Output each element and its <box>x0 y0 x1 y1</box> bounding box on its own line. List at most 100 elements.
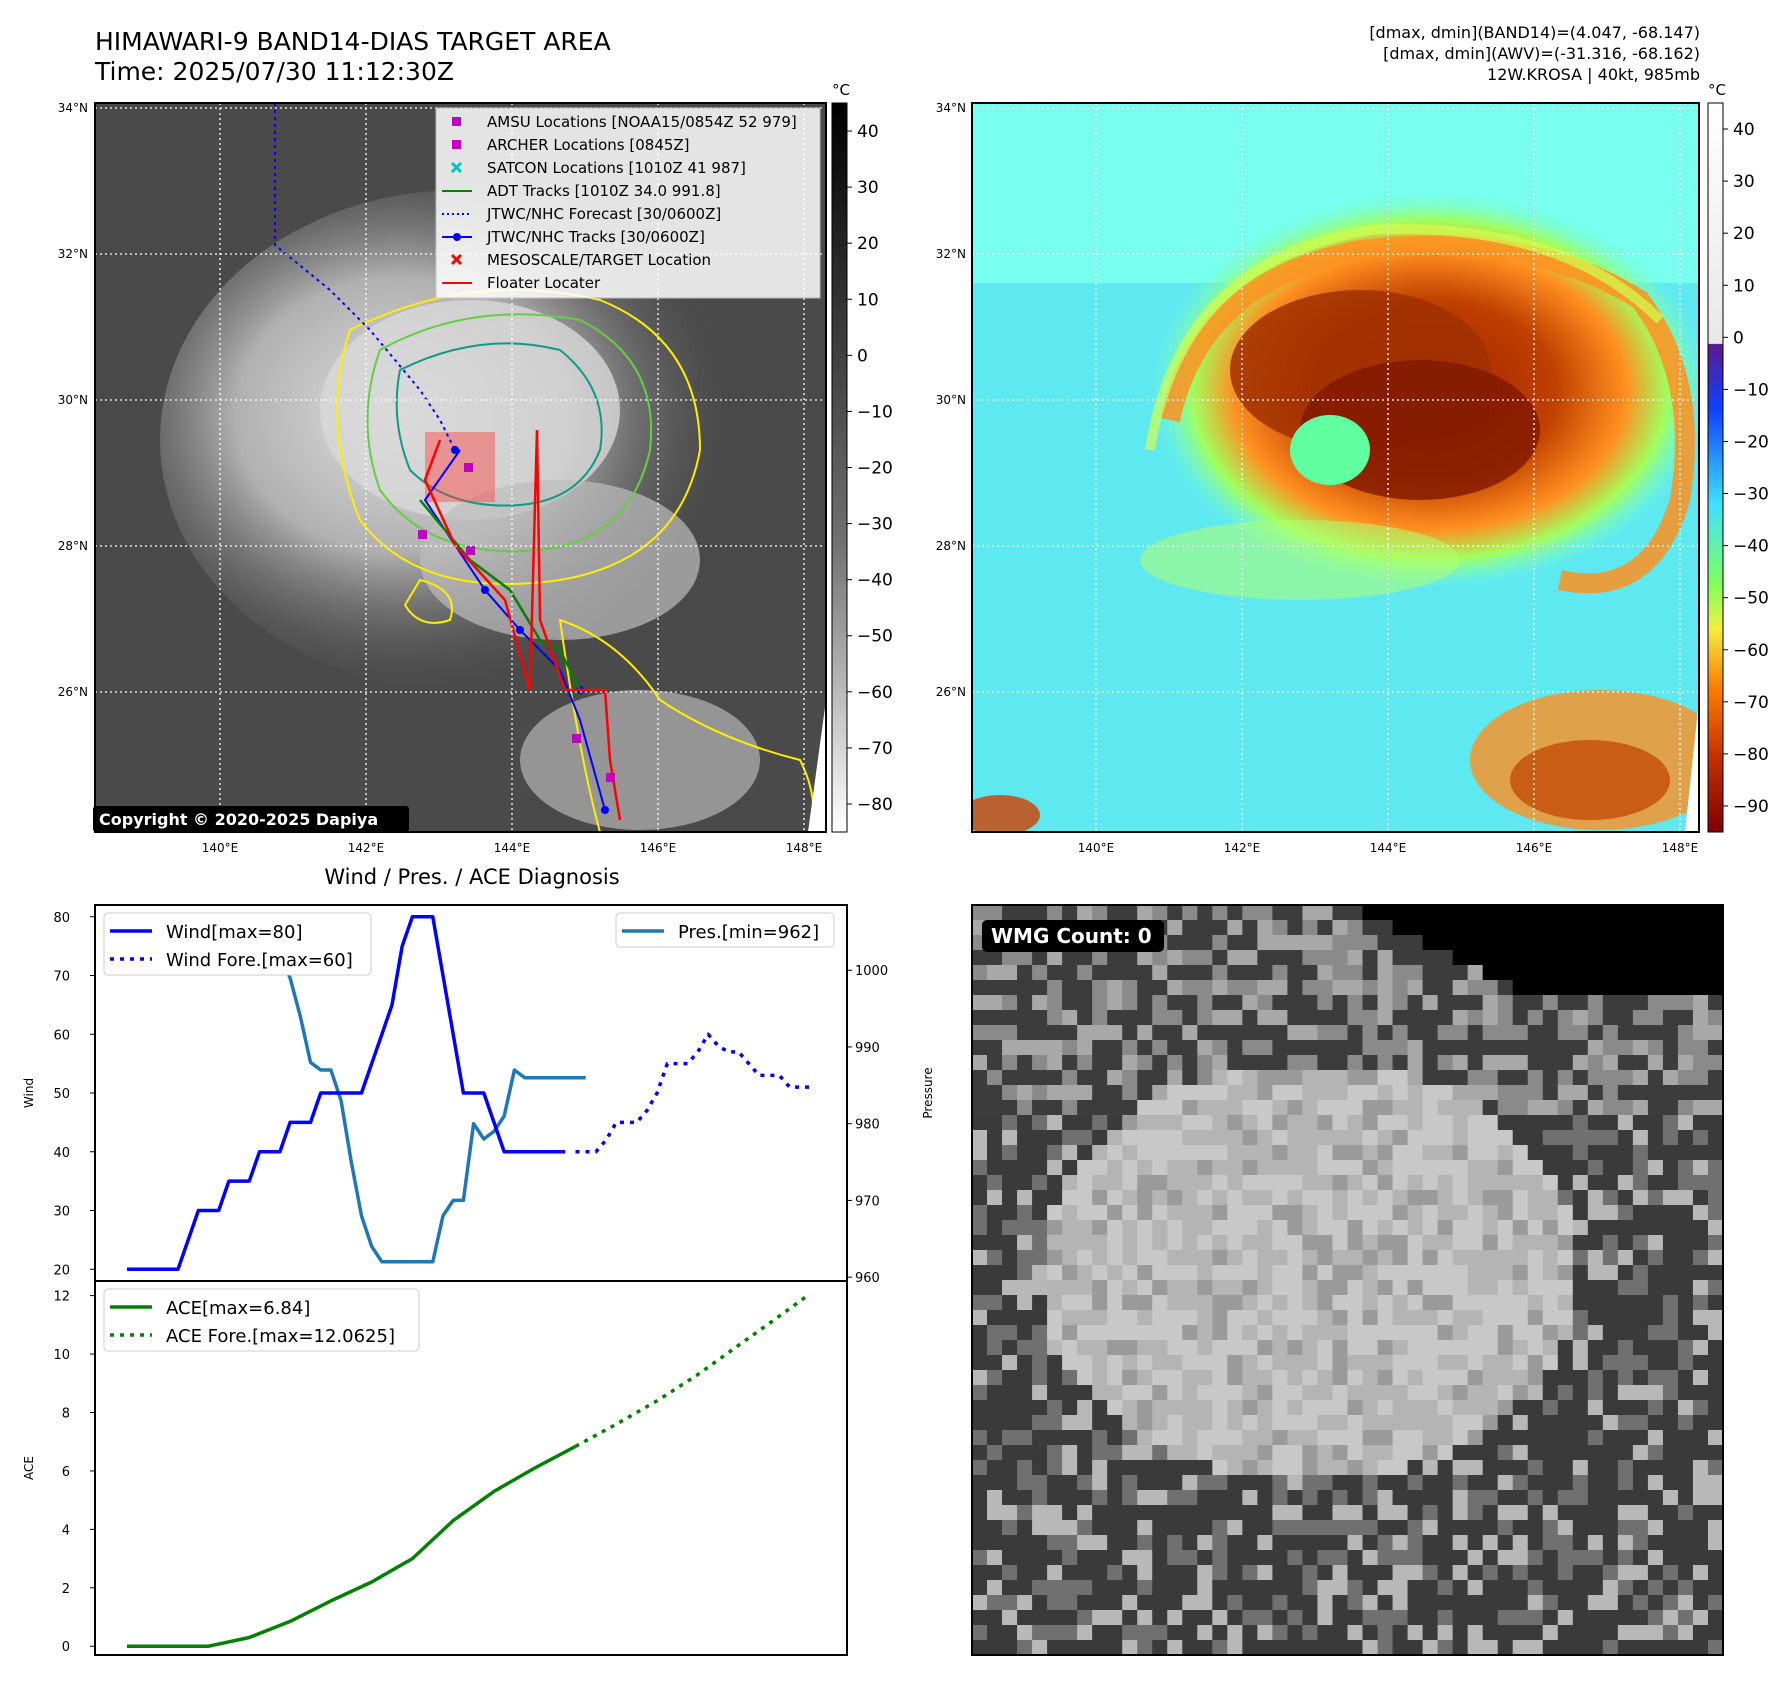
ir-colorbar-tick-label: −20 <box>857 459 893 479</box>
ir-colorbar-tick-label: −80 <box>857 795 893 815</box>
pressure-axis-tick-label: 990 <box>855 1041 880 1056</box>
wv-colorbar-tick-label: −20 <box>1733 432 1769 452</box>
pressure-axis-tick-label: 980 <box>855 1118 880 1133</box>
legend-entry: JTWC/NHC Tracks [30/0600Z] <box>442 228 705 246</box>
lon-label-144: 144°E <box>494 841 531 855</box>
wv-colorbar-tick-label: 30 <box>1733 172 1755 192</box>
wind-axis-tick-label: 50 <box>53 1087 70 1102</box>
ace-axis-tick-label: 0 <box>62 1640 70 1655</box>
wv-colorbar-tick-label: −70 <box>1733 693 1769 713</box>
ir-colorbar-tick-label: −40 <box>857 571 893 591</box>
ir-colorbar-tick-label: −50 <box>857 627 893 647</box>
wv-lat-label-28: 28°N <box>936 539 966 553</box>
legend-marker-square <box>452 140 461 149</box>
wind-legend-right: Pres.[min=962] <box>615 912 835 948</box>
legend-entry-label: Floater Locater <box>487 274 601 292</box>
ir-map-legend: AMSU Locations [NOAA15/0854Z 52 979] ARCH… <box>435 107 821 299</box>
wind-axis-tick-label: 70 <box>53 970 70 985</box>
awv-range: [dmax, dmin](AWV)=(-31.316, -68.162) <box>1383 44 1700 63</box>
wv-colorbar-tick-label: −40 <box>1733 537 1769 557</box>
wmg-panel: WMG Count: 0 <box>971 904 1724 1656</box>
wv-lon-label-146: 146°E <box>1516 841 1553 855</box>
wv-colorbar-tick-label: −60 <box>1733 641 1769 661</box>
lat-label-32: 32°N <box>58 247 88 261</box>
legend-entry: JTWC/NHC Forecast [30/0600Z] <box>442 205 721 223</box>
figure-time: Time: 2025/07/30 11:12:30Z <box>94 57 454 86</box>
legend-wind-forecast: Wind Fore.[max=60] <box>166 950 353 971</box>
ir-colorbar-tick-label: 40 <box>857 122 879 142</box>
ir-colorbar-tick-label: −10 <box>857 402 893 422</box>
legend-ace-forecast: ACE Fore.[max=12.0625] <box>166 1326 395 1347</box>
wv-lat-label-26: 26°N <box>936 685 966 699</box>
legend-entry-label: MESOSCALE/TARGET Location <box>487 251 711 269</box>
wv-colorbar-unit: °C <box>1708 81 1726 99</box>
band14-range: [dmax, dmin](BAND14)=(4.047, -68.147) <box>1369 23 1700 42</box>
legend-entry-label: JTWC/NHC Tracks [30/0600Z] <box>486 228 705 246</box>
wv-map-panel: 34°N 32°N 30°N 28°N 26°N 140°E 142°E 144… <box>936 101 1700 855</box>
wv-colorbar-tick-label: 10 <box>1733 276 1755 296</box>
ir-colorbar-unit: °C <box>832 81 850 99</box>
ace-legend: ACE[max=6.84] ACE Fore.[max=12.0625] <box>103 1288 420 1352</box>
legend-entry-label: SATCON Locations [1010Z 41 987] <box>487 159 746 177</box>
wind-axis-tick-label: 30 <box>53 1205 70 1220</box>
diagnosis-chart-title: Wind / Pres. / ACE Diagnosis <box>324 865 619 889</box>
wind-pressure-chart: Wind Pressure 20 30 40 50 60 70 80 960 970 980 99… <box>22 904 935 1286</box>
ir-colorbar-tick-label: −70 <box>857 739 893 759</box>
legend-entry-label: AMSU Locations [NOAA15/0854Z 52 979] <box>487 113 797 131</box>
legend-marker-dot <box>453 233 461 241</box>
storm-info: 12W.KROSA | 40kt, 985mb <box>1487 65 1700 84</box>
ace-chart: ACE 0 2 4 6 8 10 12 ACE[max=6.84] ACE Fore.[ma… <box>22 1280 848 1656</box>
pressure-axis-label: Pressure <box>921 1067 935 1118</box>
legend-entry: ADT Tracks [1010Z 34.0 991.8] <box>442 182 721 200</box>
wv-lat-label-34: 34°N <box>936 101 966 115</box>
lon-label-140: 140°E <box>202 841 239 855</box>
wind-axis-tick-label: 20 <box>53 1263 70 1278</box>
wv-colorbar-tick-label: 20 <box>1733 224 1755 244</box>
wv-lat-label-32: 32°N <box>936 247 966 261</box>
ir-colorbar-tick-label: 0 <box>857 346 868 366</box>
legend-entry: Floater Locater <box>442 274 601 292</box>
wv-colorbar-tick-label: −50 <box>1733 589 1769 609</box>
legend-wind: Wind[max=80] <box>166 922 303 943</box>
lat-label-28: 28°N <box>58 539 88 553</box>
wv-colorbar-tick-label: −80 <box>1733 745 1769 765</box>
wind-forecast-series-line <box>575 1032 810 1154</box>
ir-map-panel: AMSU Locations [NOAA15/0854Z 52 979] ARCH… <box>58 101 827 855</box>
lat-label-34: 34°N <box>58 101 88 115</box>
ir-colorbar-tick-label: 20 <box>857 234 879 254</box>
ace-axis-tick-label: 6 <box>62 1465 70 1480</box>
legend-marker-square <box>452 117 461 126</box>
wind-axis-tick-label: 60 <box>53 1028 70 1043</box>
ace-series-line <box>127 1444 577 1648</box>
legend-entry: MESOSCALE/TARGET Location <box>450 251 711 269</box>
ace-axis-tick-label: 8 <box>62 1406 70 1421</box>
wind-axis-label: Wind <box>22 1078 36 1108</box>
pressure-axis-tick-label: 1000 <box>855 964 888 979</box>
wind-axis-tick-label: 40 <box>53 1146 70 1161</box>
legend-pressure: Pres.[min=962] <box>678 922 819 943</box>
legend-marker-x <box>450 161 463 174</box>
wv-imagery <box>972 103 1699 832</box>
ir-imagery <box>95 103 826 832</box>
wv-colorbar-tick-label: −30 <box>1733 485 1769 505</box>
ace-axis-tick-label: 12 <box>53 1290 70 1305</box>
ace-axis-tick-label: 4 <box>62 1523 70 1538</box>
legend-entry-label: JTWC/NHC Forecast [30/0600Z] <box>486 205 721 223</box>
ace-axis-tick-label: 2 <box>62 1582 70 1597</box>
ir-colorbar-tick-label: 30 <box>857 178 879 198</box>
wind-legend-left: Wind[max=80] Wind Fore.[max=60] <box>103 912 372 976</box>
copyright-box <box>93 806 409 832</box>
wv-colorbar-tick-label: −90 <box>1733 797 1769 817</box>
wv-lat-label-30: 30°N <box>936 393 966 407</box>
wind-series-line <box>127 915 566 1272</box>
figure-title: HIMAWARI-9 BAND14-DIAS TARGET AREA <box>95 27 611 56</box>
legend-ace: ACE[max=6.84] <box>166 1298 310 1319</box>
ace-axis-tick-label: 10 <box>53 1348 70 1363</box>
wv-lon-label-142: 142°E <box>1224 841 1261 855</box>
lon-label-148: 148°E <box>786 841 823 855</box>
wv-colorbar-tick-label: 40 <box>1733 120 1755 140</box>
ir-colorbar-tick-label: 10 <box>857 290 879 310</box>
ir-colorbar-tick-label: −30 <box>857 515 893 535</box>
legend-entry-label: ARCHER Locations [0845Z] <box>487 136 690 154</box>
